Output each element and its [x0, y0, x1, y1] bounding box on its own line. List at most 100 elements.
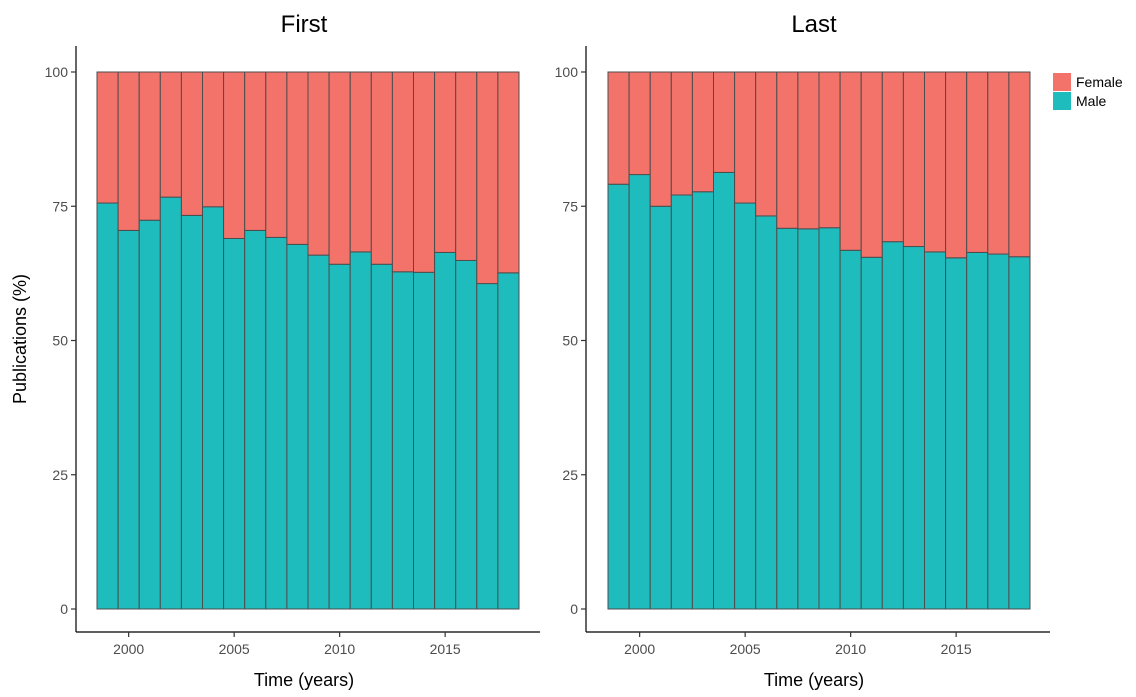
bar-male-first-2002 [159, 196, 182, 610]
bar-female-first-2015 [434, 71, 457, 253]
bar-female-last-2011 [860, 71, 883, 258]
bar-female-last-2014 [924, 71, 947, 253]
y-tick-label: 0 [60, 601, 68, 617]
bar-male-first-2008 [286, 243, 309, 610]
bar-female-first-2004 [202, 71, 225, 208]
x-axis-label: Time (years) [764, 670, 864, 690]
bar-male-last-2018 [1008, 256, 1031, 610]
bar-female-first-2008 [286, 71, 309, 245]
bar-female-last-2010 [839, 71, 862, 251]
bar-male-last-2004 [713, 171, 736, 610]
bar-female-last-2009 [818, 71, 841, 229]
bar-female-last-2001 [649, 71, 672, 207]
bar-female-last-2017 [987, 71, 1010, 255]
bar-male-last-2010 [839, 249, 862, 610]
bar-female-first-2017 [476, 71, 499, 285]
bar-male-first-2013 [391, 271, 414, 610]
bar-male-last-1999 [607, 183, 630, 610]
y-axis-label: Publications (%) [10, 274, 30, 404]
bar-male-first-2014 [413, 271, 436, 610]
bar-male-first-1999 [96, 202, 119, 610]
bar-female-last-2002 [670, 71, 693, 196]
bar-female-last-2012 [881, 71, 904, 243]
bar-male-last-2007 [776, 227, 799, 610]
y-tick-label: 50 [52, 333, 68, 349]
bar-male-first-2012 [370, 263, 393, 610]
x-tick-label: 2000 [624, 641, 655, 657]
bar-female-first-2011 [349, 71, 372, 253]
y-tick-label: 25 [562, 467, 578, 483]
bar-female-first-2007 [265, 71, 288, 238]
bar-female-last-2016 [966, 71, 989, 253]
bar-male-last-2015 [945, 257, 968, 610]
bar-female-first-2001 [138, 71, 161, 221]
x-tick-label: 2000 [113, 641, 144, 657]
bar-male-first-2017 [476, 283, 499, 610]
bar-male-last-2012 [881, 241, 904, 610]
y-tick-label: 50 [562, 333, 578, 349]
legend-swatch-male [1053, 92, 1071, 110]
bar-male-first-2006 [244, 229, 267, 610]
bar-male-first-2018 [497, 272, 520, 610]
bar-male-first-2003 [180, 214, 203, 610]
bar-male-first-2009 [307, 254, 330, 610]
bar-male-last-2008 [797, 228, 820, 610]
bar-female-first-2003 [180, 71, 203, 216]
bar-female-last-2003 [691, 71, 715, 193]
bar-male-first-2010 [328, 263, 351, 610]
x-tick-label: 2010 [835, 641, 866, 657]
bar-male-last-2016 [966, 251, 989, 610]
x-axis-label: Time (years) [254, 670, 354, 690]
bar-female-first-2016 [455, 71, 478, 261]
legend-label-male: Male [1076, 93, 1107, 109]
bar-male-first-2000 [117, 229, 140, 610]
bar-male-last-2017 [987, 253, 1010, 610]
bar-female-first-1999 [96, 71, 119, 204]
bar-female-last-2008 [797, 71, 820, 230]
x-tick-label: 2015 [430, 641, 461, 657]
panel-title-first: First [281, 11, 328, 38]
bar-female-first-2002 [159, 71, 182, 198]
bar-male-last-2006 [755, 215, 778, 610]
bar-male-first-2007 [265, 236, 288, 610]
bar-female-first-2012 [370, 71, 393, 265]
y-tick-label: 75 [52, 198, 68, 214]
bar-male-last-2011 [860, 256, 883, 610]
bar-female-first-2006 [244, 71, 267, 231]
bar-male-last-2005 [734, 202, 757, 610]
bar-male-last-2000 [628, 174, 651, 610]
panel-title-last: Last [791, 11, 837, 38]
x-tick-label: 2010 [324, 641, 355, 657]
bar-female-first-2005 [223, 71, 246, 239]
y-tick-label: 0 [570, 601, 578, 617]
legend-label-female: Female [1076, 74, 1123, 90]
bar-male-first-2015 [434, 251, 457, 610]
bar-male-first-2004 [202, 206, 225, 610]
bar-male-last-2001 [649, 205, 672, 610]
bar-female-last-2004 [713, 71, 736, 173]
bar-female-first-2014 [413, 71, 436, 273]
bar-male-last-2002 [670, 194, 693, 610]
y-tick-label: 75 [562, 198, 578, 214]
bar-female-first-2000 [117, 71, 140, 231]
bar-female-first-2013 [391, 71, 414, 273]
bar-male-last-2014 [924, 251, 947, 610]
bar-female-last-2015 [945, 71, 968, 259]
bar-male-last-2013 [902, 246, 926, 610]
bar-female-last-2018 [1008, 71, 1031, 258]
bar-male-first-2011 [349, 251, 372, 610]
bar-female-last-2005 [734, 71, 757, 204]
bar-female-last-2007 [776, 71, 799, 229]
bar-female-last-2006 [755, 71, 778, 217]
x-tick-label: 2005 [219, 641, 250, 657]
x-tick-label: 2015 [941, 641, 972, 657]
bar-female-last-2013 [902, 71, 926, 248]
y-tick-label: 100 [45, 64, 69, 80]
bar-female-last-1999 [607, 71, 630, 185]
bar-male-last-2009 [818, 227, 841, 610]
bar-female-first-2009 [307, 71, 330, 256]
bar-male-first-2005 [223, 237, 246, 610]
bar-female-first-2018 [497, 71, 520, 274]
